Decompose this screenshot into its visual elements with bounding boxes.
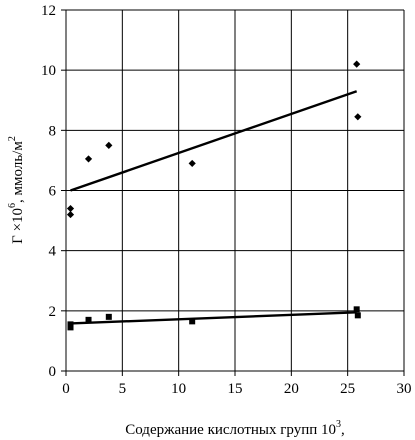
- y-tick-label: 4: [49, 244, 57, 260]
- diamond-marker: [353, 60, 361, 68]
- x-tick-label: 30: [397, 381, 412, 397]
- axes: [61, 9, 405, 376]
- square-marker: [67, 324, 74, 331]
- trend-line-series-2: [70, 311, 357, 325]
- y-tick-label: 12: [41, 3, 56, 19]
- square-marker: [354, 312, 361, 319]
- y-tick-label: 8: [49, 123, 57, 139]
- diamond-marker: [66, 210, 75, 219]
- y-tick-label: 10: [41, 63, 56, 79]
- x-tick-label: 5: [119, 381, 127, 397]
- square-marker: [353, 306, 360, 313]
- square-marker: [85, 316, 92, 323]
- square-marker: [67, 321, 74, 328]
- x-tick-label: 0: [62, 381, 70, 397]
- grid: [66, 9, 405, 371]
- y-tick-label: 2: [49, 304, 57, 320]
- diamond-marker: [66, 204, 75, 213]
- diamond-marker: [188, 159, 196, 168]
- x-axis-label: Содержание кислотных групп 103,: [125, 419, 345, 438]
- square-marker: [105, 313, 112, 320]
- tick-labels: 0 5 10 15 20 25 30 0 2 4 6 8 10 12: [41, 3, 412, 397]
- x-tick-label: 10: [171, 381, 186, 397]
- trend-line-series-1: [70, 90, 358, 192]
- diamond-marker: [84, 155, 93, 163]
- y-axis-label: Г ×106, ммоль/м2: [7, 136, 26, 244]
- data-points: [66, 60, 362, 331]
- trend-lines: [70, 90, 358, 325]
- x-tick-label: 15: [228, 381, 243, 397]
- diamond-marker: [354, 113, 362, 121]
- square-marker: [189, 318, 196, 325]
- y-tick-label: 6: [49, 184, 57, 200]
- x-tick-label: 20: [284, 381, 299, 397]
- diamond-marker: [105, 141, 113, 149]
- y-tick-label: 0: [49, 364, 57, 380]
- x-tick-label: 25: [340, 381, 355, 397]
